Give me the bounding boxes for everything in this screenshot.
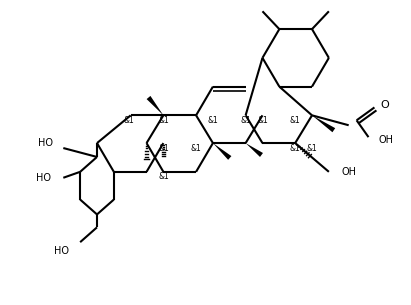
Text: O: O: [381, 100, 389, 110]
Polygon shape: [213, 143, 231, 160]
Text: &1: &1: [191, 144, 201, 152]
Text: &1: &1: [208, 116, 218, 125]
Text: &1: &1: [158, 172, 169, 181]
Text: &1: &1: [158, 144, 169, 152]
Text: &1: &1: [307, 144, 317, 152]
Text: OH: OH: [342, 167, 357, 177]
Text: &1: &1: [158, 116, 169, 125]
Polygon shape: [312, 115, 335, 132]
Text: &1: &1: [290, 144, 300, 152]
Text: &1: &1: [240, 116, 251, 125]
Text: HO: HO: [37, 173, 51, 183]
Text: &1: &1: [290, 116, 300, 125]
Text: HO: HO: [54, 246, 69, 256]
Polygon shape: [147, 96, 164, 115]
Text: OH: OH: [379, 135, 393, 145]
Text: HO: HO: [38, 138, 53, 148]
Text: &1: &1: [257, 116, 268, 125]
Polygon shape: [246, 143, 263, 157]
Text: &1: &1: [123, 116, 134, 125]
